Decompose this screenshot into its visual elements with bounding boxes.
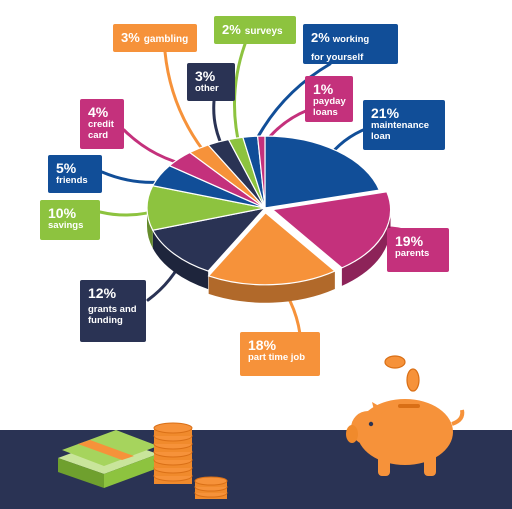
callout-parents: 19% parents (387, 228, 449, 272)
callout-savings-pct: 10% (48, 205, 77, 221)
callout-working-for-yourself: 2% working for yourself (303, 24, 398, 64)
callout-gambling-label: gambling (143, 34, 189, 45)
callout-working-for-yourself-line: 2% working for yourself (311, 29, 390, 66)
callout-gambling: 3% gambling (113, 24, 197, 52)
callout-part-time-job-pct: 18% (248, 337, 277, 353)
banknote-bundle-icon (58, 430, 158, 488)
callout-grants-label: grants and funding (88, 304, 137, 327)
pie-side-savings (147, 208, 153, 249)
callout-grants-pct: 12% (88, 285, 117, 301)
pie-slice-payday-loans (256, 135, 266, 209)
coin-stack-icon (153, 422, 228, 499)
callout-savings: 10% savings (40, 200, 100, 240)
falling-coins-icon (384, 355, 420, 392)
callout-payday-loans-pct: 1% (313, 81, 334, 97)
callout-working-label: working for yourself (311, 34, 370, 64)
pie-slice-grants-and-funding (151, 207, 267, 272)
pie-slices (146, 135, 392, 286)
callout-part-time-job-label: part time job (248, 352, 306, 364)
callout-surveys-pct: 2% (222, 22, 241, 37)
pie-slice-savings (146, 185, 266, 231)
callout-grants-and-funding: 12% grants and funding (80, 280, 146, 342)
callout-payday-loans: 1% payday loans (305, 76, 353, 122)
piggy-bank-icon (346, 399, 465, 476)
callout-credit-card-pct: 4% (88, 104, 109, 120)
leader-surveys (233, 42, 247, 151)
callout-other-pct: 3% (195, 68, 216, 84)
callout-surveys-label: surveys (244, 26, 283, 37)
callout-parents-pct: 19% (395, 233, 424, 249)
callout-credit-card: 4% credit card (80, 99, 124, 149)
callout-working-pct: 2% (311, 30, 330, 45)
pie-slice-part-time-job (207, 211, 336, 286)
callout-other-label: other (195, 83, 219, 95)
callout-maintenance-loan: 21% maintenance loan (363, 100, 445, 150)
callout-maintenance-loan-label: maintenance loan (371, 120, 430, 143)
pie-slice-parents (271, 191, 392, 269)
callout-payday-loans-label: payday loans (313, 96, 346, 119)
callout-other: 3% other (187, 63, 235, 101)
pie-side-grants-and-funding (152, 230, 209, 290)
callout-part-time-job: 18% part time job (240, 332, 320, 376)
pie-slice-maintenance-loan (264, 135, 381, 209)
pie-depth (147, 208, 391, 303)
pie-side-parents (341, 209, 391, 286)
callout-friends-pct: 5% (56, 160, 77, 176)
callout-maintenance-loan-pct: 21% (371, 105, 400, 121)
callout-gambling-pct: 3% (121, 30, 140, 45)
callout-surveys: 2% surveys (214, 16, 296, 44)
callout-savings-label: savings (48, 220, 84, 232)
callout-credit-card-label: credit card (88, 119, 114, 142)
callout-friends: 5% friends (48, 155, 102, 193)
callout-parents-label: parents (395, 248, 430, 260)
pie-side-part-time-job (208, 271, 335, 303)
callout-friends-label: friends (56, 175, 88, 187)
